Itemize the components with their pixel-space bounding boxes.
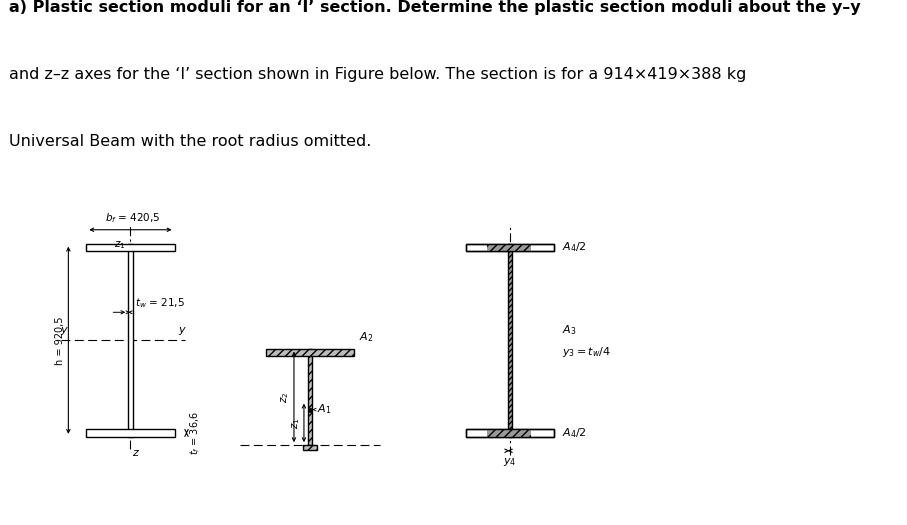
Text: $t_f$ = 36,6: $t_f$ = 36,6 [189,411,202,455]
Text: $y_3 = t_w/4$: $y_3 = t_w/4$ [562,345,611,359]
Text: $y$: $y$ [178,326,187,337]
Bar [266,349,355,356]
Text: and z–z axes for the ‘I’ section shown in Figure below. The section is for a 914: and z–z axes for the ‘I’ section shown i… [9,67,746,82]
Bar [508,244,512,437]
Text: $t_w$ = 21,5: $t_w$ = 21,5 [135,297,184,310]
Text: $A_3$: $A_3$ [562,323,577,337]
Bar [466,244,554,251]
Bar [308,349,312,445]
Text: $A_4/2$: $A_4/2$ [562,240,587,255]
Text: $A_1$: $A_1$ [317,403,332,416]
Bar [304,445,317,450]
Bar [466,244,554,251]
Text: $z$: $z$ [132,448,141,458]
Text: $A_2$: $A_2$ [359,331,374,344]
Bar [466,429,554,437]
Text: $A_4/2$: $A_4/2$ [562,426,587,440]
Text: $z_1$: $z_1$ [290,417,302,428]
Text: $z_2$: $z_2$ [279,391,291,403]
Bar [487,429,531,437]
Text: $z_1$: $z_1$ [114,240,125,251]
Text: $y_4$: $y_4$ [503,456,517,468]
Text: h = 920,5: h = 920,5 [55,316,65,364]
Bar [466,429,554,437]
Bar [86,244,174,251]
Text: $b_f$ = 420,5: $b_f$ = 420,5 [104,211,161,225]
Text: $y$: $y$ [60,326,69,337]
Bar [487,244,531,251]
Text: a) Plastic section moduli for an ‘I’ section. Determine the plastic section modu: a) Plastic section moduli for an ‘I’ sec… [9,0,861,15]
Text: Universal Beam with the root radius omitted.: Universal Beam with the root radius omit… [9,134,372,150]
Bar [86,429,174,437]
Bar [128,244,132,437]
